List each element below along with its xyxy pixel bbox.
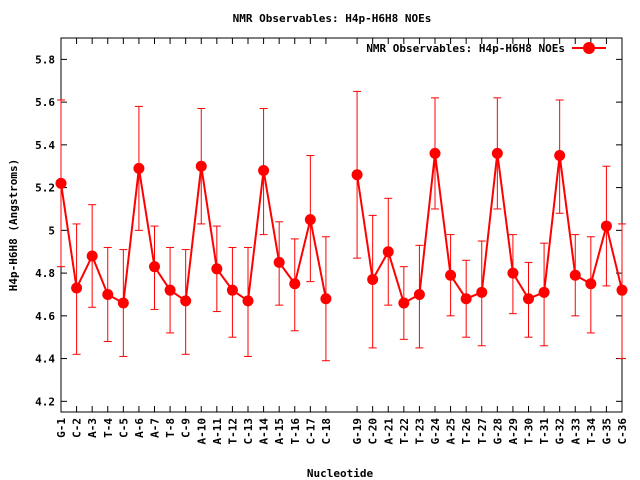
data-point: [133, 162, 145, 174]
data-point: [600, 220, 612, 232]
data-point: [180, 295, 192, 307]
x-axis-ticks: G-1 C-2 A-3 T-4 C-5 A-6 A-7 T-8 C-9 A-10 A-11 T-12 C…: [55, 38, 629, 445]
data-point: [289, 278, 301, 290]
x-tick-label: C-5: [117, 418, 130, 438]
y-tick-label: 4.6: [35, 310, 55, 323]
data-point: [569, 269, 581, 281]
x-tick-label: A-3: [86, 418, 99, 438]
x-tick-label: A-14: [258, 418, 271, 445]
chart-title: NMR Observables: H4p-H6H8 NOEs: [233, 12, 432, 25]
data-point: [476, 286, 488, 298]
data-point: [55, 177, 67, 189]
x-tick-label: T-30: [523, 418, 536, 445]
y-tick-label: 5.2: [35, 182, 55, 195]
data-point: [258, 165, 270, 177]
data-point: [538, 286, 550, 298]
data-point: [616, 284, 628, 296]
data-point: [211, 263, 223, 275]
legend-label: NMR Observables: H4p-H6H8 NOEs: [366, 42, 565, 55]
x-tick-label: G-24: [429, 418, 442, 445]
x-tick-label: G-35: [600, 418, 613, 445]
data-point: [195, 160, 207, 172]
data-point: [351, 169, 363, 181]
x-tick-label: C-13: [242, 418, 255, 445]
data-point: [507, 267, 519, 279]
x-tick-label: T-27: [476, 418, 489, 445]
x-axis-label: Nucleotide: [307, 467, 374, 480]
x-tick-label: A-7: [149, 418, 162, 438]
x-tick-label: T-23: [413, 418, 426, 445]
data-point: [320, 293, 332, 305]
x-tick-label: T-31: [538, 418, 551, 445]
data-point: [367, 273, 379, 285]
y-tick-label: 5: [48, 224, 55, 237]
data-point: [102, 288, 114, 300]
data-point: [71, 282, 83, 294]
x-tick-label: T-16: [289, 418, 302, 445]
y-axis-ticks: 4.2 4.4 4.6 4.8 5 5.2 5.4 5.6 5.8: [35, 53, 622, 408]
data-point: [554, 150, 566, 162]
x-tick-label: G-32: [554, 418, 567, 445]
data-point: [382, 246, 394, 258]
x-tick-label: C-18: [320, 418, 333, 445]
plot-border: [60, 37, 623, 413]
data-point: [445, 269, 457, 281]
y-tick-label: 4.8: [35, 267, 55, 280]
x-tick-label: A-21: [382, 418, 395, 445]
data-point: [304, 214, 316, 226]
data-point: [117, 297, 129, 309]
x-tick-label: G-28: [491, 418, 504, 445]
data-point: [523, 293, 534, 305]
data-point: [273, 256, 285, 268]
data-series: [55, 90, 628, 362]
x-tick-label: A-6: [133, 418, 146, 438]
data-point: [585, 278, 597, 290]
y-tick-label: 5.4: [35, 139, 55, 152]
x-tick-label: T-34: [585, 418, 598, 445]
data-point: [242, 295, 254, 307]
x-tick-label: A-10: [195, 418, 208, 445]
x-tick-label: A-33: [569, 418, 582, 445]
data-point: [460, 293, 472, 305]
series-line: [60, 166, 327, 305]
y-tick-label: 5.6: [35, 96, 55, 109]
data-point: [413, 288, 425, 300]
series-line: [356, 153, 623, 305]
data-point: [398, 297, 410, 309]
x-tick-label: C-36: [616, 418, 629, 445]
x-tick-label: C-9: [180, 418, 193, 438]
data-point: [86, 250, 98, 262]
x-tick-label: A-11: [211, 418, 224, 445]
legend: NMR Observables: H4p-H6H8 NOEs: [366, 42, 606, 55]
x-tick-label: T-22: [398, 418, 411, 445]
y-tick-label: 4.2: [35, 395, 55, 408]
x-tick-label: T-8: [164, 418, 177, 438]
x-tick-label: C-2: [71, 418, 84, 438]
x-tick-label: A-25: [445, 418, 458, 445]
x-tick-label: T-4: [102, 418, 115, 438]
data-point: [429, 147, 441, 159]
y-axis-label: H4p-H6H8 (Angstroms): [7, 159, 20, 291]
x-tick-label: G-19: [351, 418, 364, 445]
data-point: [491, 147, 503, 159]
data-point: [164, 284, 176, 296]
x-tick-label: C-17: [304, 418, 317, 445]
legend-marker: [583, 42, 595, 54]
x-tick-label: C-20: [367, 418, 380, 445]
y-tick-label: 4.4: [35, 353, 55, 366]
data-point: [226, 284, 238, 296]
x-tick-label: G-1: [55, 418, 68, 438]
x-tick-label: T-12: [226, 418, 239, 445]
y-tick-label: 5.8: [35, 53, 55, 66]
x-tick-label: T-26: [460, 418, 473, 445]
x-tick-label: A-29: [507, 418, 520, 445]
plot-frame: [60, 37, 623, 413]
data-point: [149, 261, 160, 273]
x-tick-label: A-15: [273, 418, 286, 445]
